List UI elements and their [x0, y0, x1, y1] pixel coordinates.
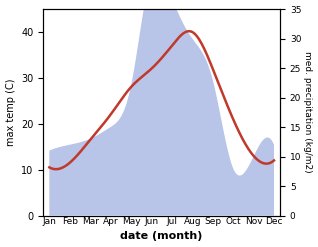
X-axis label: date (month): date (month)	[121, 231, 203, 242]
Y-axis label: med. precipitation (kg/m2): med. precipitation (kg/m2)	[303, 51, 313, 173]
Y-axis label: max temp (C): max temp (C)	[5, 79, 16, 146]
